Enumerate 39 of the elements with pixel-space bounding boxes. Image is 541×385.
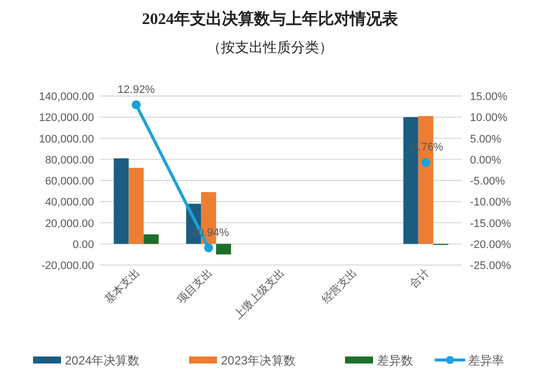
x-tick-label: 经营支出 [319, 266, 360, 306]
y2-tick-label: -20.00% [470, 238, 512, 251]
y2-tick-label: 0.00% [470, 154, 502, 166]
bar [114, 158, 129, 244]
legend-label: 2023年决算数 [221, 354, 296, 368]
legend-label: 2024年决算数 [65, 354, 140, 368]
y-tick-label: 60,000.00 [45, 176, 94, 188]
y-tick-label: 140,000.00 [38, 91, 94, 103]
chart-subtitle: （按支出性质分类） [207, 40, 333, 56]
x-tick-label: 合计 [407, 266, 432, 291]
data-label: -0.76% [408, 142, 444, 154]
y-tick-label: 20,000.00 [45, 218, 94, 230]
x-tick-label: 上缴上级支出 [231, 266, 288, 322]
legend-label: 差异率 [468, 354, 504, 368]
data-label: 12.92% [118, 84, 156, 96]
y-tick-label: 120,000.00 [38, 112, 94, 124]
y2-tick-label: 10.00% [470, 112, 508, 124]
y2-tick-label: 5.00% [470, 133, 502, 146]
point [421, 158, 430, 168]
point [132, 100, 141, 110]
data-label: -20.94% [188, 226, 230, 239]
y-tick-label: 40,000.00 [45, 196, 94, 209]
y2-tick-label: 15.00% [470, 91, 508, 103]
bar [128, 168, 144, 244]
y-tick-label: 0.00 [72, 238, 94, 251]
point [204, 243, 214, 252]
y2-tick-label: -15.00% [470, 218, 512, 230]
y-tick-label: 80,000.00 [45, 154, 94, 166]
y2-tick-label: -25.00% [470, 260, 512, 272]
legend-label: 差异数 [377, 354, 413, 368]
chart-title: 2024年支出决算数与上年比对情况表 [142, 10, 399, 28]
x-tick-label: 项目支出 [174, 266, 215, 306]
bar [144, 234, 159, 244]
y-tick-label: 100,000.00 [38, 133, 94, 146]
x-tick-label: 基本支出 [102, 266, 142, 306]
y2-tick-label: -10.00% [470, 196, 512, 209]
y-tick-label: -20,000.00 [41, 260, 94, 272]
y2-tick-label: -5.00% [470, 176, 506, 188]
bar [216, 244, 232, 254]
